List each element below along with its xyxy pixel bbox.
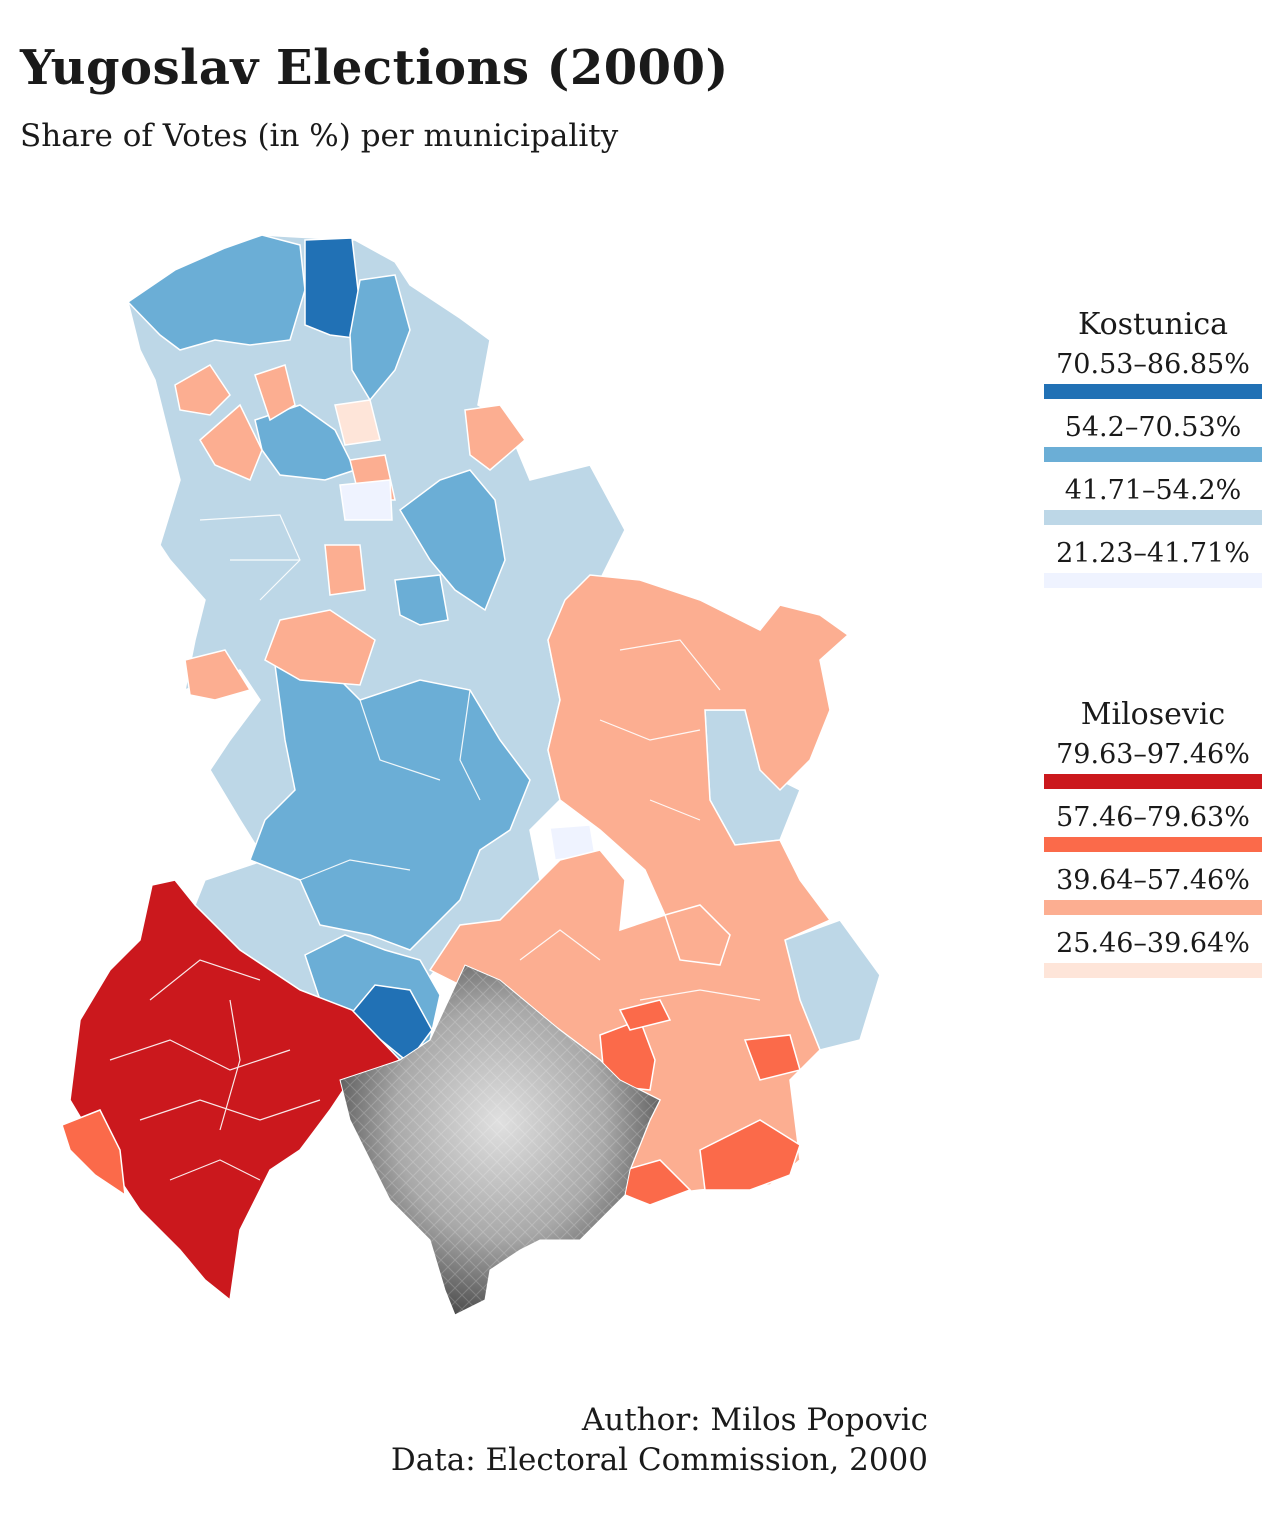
region-north-mid-blue [126, 234, 306, 351]
region-north-salmon-3 [254, 364, 296, 422]
legend-kostunica: Kostunica 70.53–86.85% 54.2–70.53% 41.71… [1044, 307, 1262, 602]
legend-milosevic: Milosevic 79.63–97.46% 57.46–79.63% 39.6… [1044, 697, 1262, 992]
legend-item: 70.53–86.85% [1044, 350, 1262, 399]
map-subtitle: Share of Votes (in %) per municipality [20, 118, 619, 154]
credit-data-source: Data: Electoral Commission, 2000 [390, 1442, 928, 1478]
legend-range: 25.46–39.64% [1056, 928, 1250, 959]
legend-range: 79.63–97.46% [1056, 739, 1250, 770]
region-north-salmon-1 [174, 364, 231, 416]
region-central-blue [249, 664, 531, 951]
region-srem-salmon [324, 544, 366, 596]
legend-swatch [1044, 384, 1262, 399]
legend-range: 41.71–54.2% [1064, 475, 1242, 506]
region-west-salmon [264, 609, 376, 686]
legend-range: 39.64–57.46% [1056, 865, 1250, 896]
legend-item: 57.46–79.63% [1044, 803, 1262, 852]
legend-swatch [1044, 573, 1262, 588]
legend-item: 25.46–39.64% [1044, 929, 1262, 978]
legend-range: 54.2–70.53% [1064, 412, 1242, 443]
credit-author: Author: Milos Popovic [581, 1402, 928, 1438]
legend-range: 21.23–41.71% [1056, 538, 1250, 569]
credits: Author: Milos Popovic Data: Electoral Co… [391, 1400, 928, 1480]
legend-item: 41.71–54.2% [1044, 476, 1262, 525]
legend-swatch [1044, 963, 1262, 978]
region-belgrade-blue [394, 574, 449, 626]
legend-range: 57.46–79.63% [1056, 802, 1250, 833]
legend-milosevic-title: Milosevic [1080, 697, 1226, 732]
legend-swatch [1044, 774, 1262, 789]
region-north-salmon-4 [464, 404, 527, 471]
legend-range: 70.53–86.85% [1056, 349, 1250, 380]
region-north-east-blue [349, 274, 411, 402]
legend-item: 79.63–97.46% [1044, 740, 1262, 789]
region-south-orange-5 [618, 999, 672, 1031]
legend-swatch [1044, 900, 1262, 915]
region-north-salmon-2 [199, 403, 263, 481]
region-south-orange-3 [699, 1119, 801, 1191]
region-south-orange-2 [743, 1034, 801, 1081]
legend-swatch [1044, 837, 1262, 852]
region-kosovo-texture [340, 965, 660, 1315]
region-subotica-pale [334, 399, 381, 446]
region-backa-blue [254, 404, 357, 481]
legend-swatch [1044, 447, 1262, 462]
region-raska-dark-blue [348, 984, 433, 1064]
legend-item: 54.2–70.53% [1044, 413, 1262, 462]
region-loznica-salmon [184, 649, 252, 701]
legend-item: 21.23–41.71% [1044, 539, 1262, 588]
legend-kostunica-title: Kostunica [1077, 307, 1229, 342]
region-herceg-novi-orange [61, 1109, 126, 1197]
map-title: Yugoslav Elections (2000) [20, 40, 729, 96]
municipality-borders [109, 514, 761, 1181]
legend-item: 39.64–57.46% [1044, 866, 1262, 915]
region-banat-blue [399, 469, 506, 612]
legend-swatch [1044, 510, 1262, 525]
region-novisad-palest-blue [339, 479, 393, 521]
region-montenegro-red [69, 879, 402, 1302]
